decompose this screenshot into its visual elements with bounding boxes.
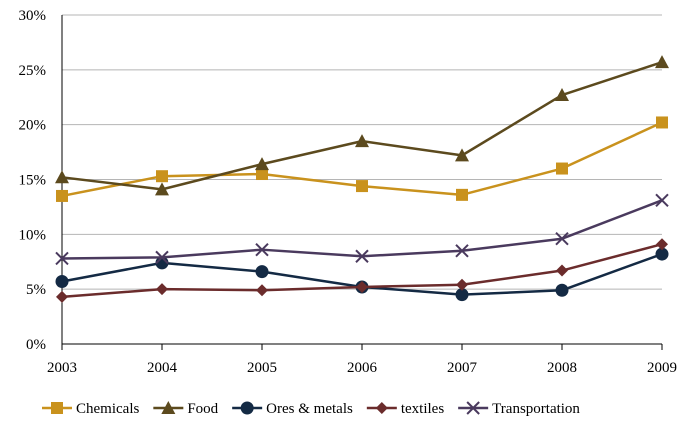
data-point-marker	[656, 116, 668, 129]
legend-item: Chemicals	[42, 401, 139, 417]
data-point-marker	[55, 170, 69, 184]
legend-label: Chemicals	[76, 401, 139, 417]
data-point-marker	[155, 182, 169, 196]
data-point-marker	[55, 274, 69, 288]
data-point-marker	[556, 162, 568, 175]
data-point-marker	[255, 157, 269, 171]
data-point-marker	[455, 244, 469, 258]
x-tick-label: 2005	[247, 360, 277, 376]
series-lines	[55, 55, 669, 303]
x-tick-label: 2004	[147, 360, 178, 376]
legend-marker	[51, 402, 63, 414]
legend-label: Food	[187, 401, 218, 417]
y-tick-label: 20%	[19, 118, 47, 134]
data-point-marker	[255, 242, 269, 257]
legend-marker	[240, 401, 254, 415]
series-1	[55, 55, 669, 196]
data-point-marker	[256, 168, 268, 181]
series-3	[56, 238, 668, 303]
legend-item: Ores & metals	[232, 401, 353, 417]
x-tick-label: 2007	[447, 360, 478, 376]
data-point-marker	[256, 284, 268, 297]
legend-label: textiles	[401, 401, 444, 417]
data-point-marker	[455, 288, 469, 302]
y-tick-label: 30%	[19, 8, 47, 24]
data-point-marker	[555, 232, 569, 246]
legend-marker	[375, 402, 388, 414]
data-point-marker	[55, 251, 69, 266]
data-point-marker	[355, 249, 369, 263]
data-point-marker	[555, 88, 569, 102]
data-point-marker	[356, 280, 368, 293]
x-tick-label: 2008	[547, 360, 577, 376]
data-point-marker	[655, 247, 669, 261]
data-point-marker	[255, 265, 269, 279]
data-point-marker	[656, 238, 668, 251]
data-point-marker	[456, 188, 468, 201]
data-point-marker	[455, 148, 469, 162]
data-point-marker	[155, 250, 169, 265]
data-point-marker	[156, 283, 168, 296]
y-tick-label: 15%	[19, 173, 47, 189]
data-point-marker	[56, 189, 68, 202]
gridlines	[62, 14, 662, 290]
x-axis-ticks: 2003 2004 2005 2006 2007 2008 2009	[47, 344, 677, 376]
x-tick-label: 2003	[47, 360, 77, 376]
data-point-marker	[655, 193, 669, 208]
y-tick-label: 10%	[19, 227, 47, 243]
data-point-marker	[556, 264, 568, 277]
x-tick-label: 2006	[347, 360, 378, 376]
data-point-marker	[456, 278, 468, 291]
legend: Chemicals Food Ores & metals textiles Transp…	[42, 401, 580, 417]
data-point-marker	[555, 283, 569, 297]
data-point-marker	[655, 55, 669, 69]
x-tick-label: 2009	[647, 360, 677, 376]
legend-marker	[161, 401, 176, 414]
y-tick-label: 5%	[26, 282, 46, 298]
legend-item: textiles	[366, 401, 444, 417]
series-4	[55, 193, 669, 266]
data-point-marker	[56, 290, 68, 303]
legend-marker	[466, 401, 480, 415]
y-tick-label: 0%	[26, 337, 46, 353]
series-line	[61, 199, 663, 260]
series-0	[56, 116, 668, 202]
y-tick-label: 25%	[19, 63, 47, 79]
series-line	[61, 60, 663, 191]
data-point-marker	[356, 180, 368, 193]
legend-item: Transportation	[458, 401, 580, 417]
legend-label: Ores & metals	[266, 401, 353, 417]
data-point-marker	[156, 170, 168, 183]
data-point-marker	[355, 134, 369, 148]
y-axis-ticks: 0% 5% 10% 15% 20% 25% 30%	[19, 8, 47, 353]
legend-label: Transportation	[492, 401, 580, 417]
legend-item: Food	[153, 401, 219, 417]
